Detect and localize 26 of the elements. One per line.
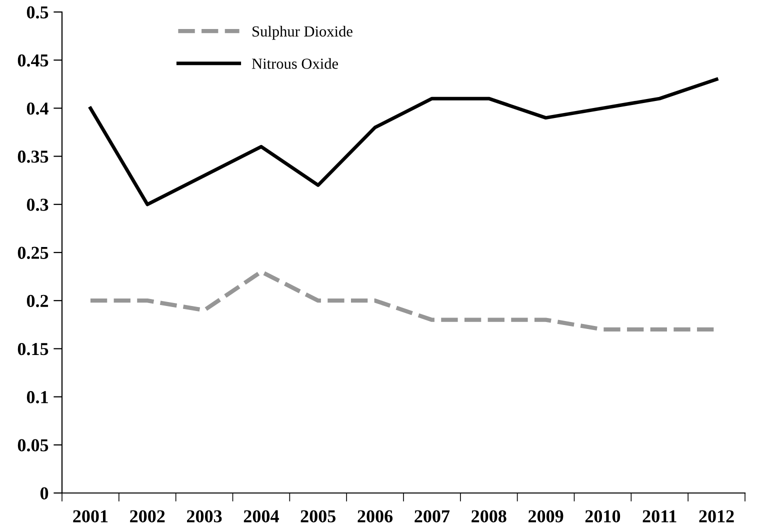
x-tick-label: 2002 xyxy=(130,510,165,522)
y-tick-label: 0.25 xyxy=(18,246,48,260)
y-tick-label: 0.2 xyxy=(26,294,48,308)
y-tick-label: 0.05 xyxy=(18,439,48,452)
y-tick-label: 0.15 xyxy=(18,342,48,356)
y-tick-label: 0.4 xyxy=(26,102,48,115)
y-tick-label: 0.3 xyxy=(26,198,48,211)
y-tick-label: 0.45 xyxy=(18,54,48,67)
x-tick-label: 2010 xyxy=(585,510,620,522)
x-tick-label: 2008 xyxy=(472,510,506,522)
x-tick-label: 2003 xyxy=(186,510,222,522)
legend-label: Sulphur Dioxide xyxy=(252,26,352,40)
x-tick-label: 2009 xyxy=(528,510,564,522)
x-tick-label: 2011 xyxy=(642,510,676,522)
x-tick-label: 2007 xyxy=(414,510,450,522)
y-tick-label: 0.1 xyxy=(26,391,48,404)
x-tick-label: 2006 xyxy=(358,510,393,522)
y-tick-label: 0 xyxy=(40,487,48,500)
y-tick-label: 0.35 xyxy=(18,150,48,163)
x-tick-label: 2012 xyxy=(699,510,734,522)
x-tick-label: 2004 xyxy=(244,510,279,522)
x-tick-label: 2001 xyxy=(73,510,108,522)
y-tick-label: 0.5 xyxy=(26,6,48,19)
legend-label: Nitrous Oxide xyxy=(252,58,338,69)
line-series xyxy=(88,78,718,206)
x-tick-label: 2005 xyxy=(300,510,336,522)
